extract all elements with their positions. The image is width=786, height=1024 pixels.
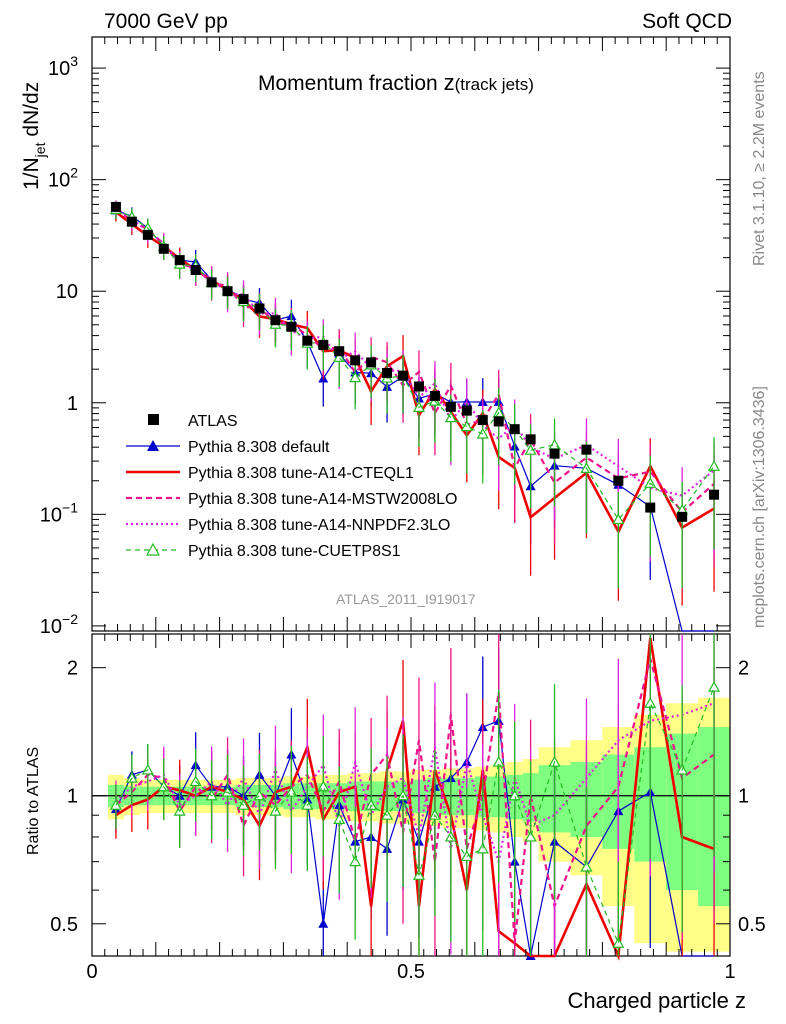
- x-tick-label: 0: [86, 961, 97, 983]
- data-point: [350, 355, 361, 366]
- mstw-line-upper: [115, 208, 715, 514]
- side-text-rivet: Rivet 3.1.10, ≥ 2.2M events: [751, 71, 768, 266]
- data-point: [709, 489, 720, 500]
- cuetp-point: [349, 855, 362, 867]
- y-tick-label: 0.5: [50, 914, 78, 936]
- data-point: [413, 381, 424, 392]
- cuetp-line-ratio: [115, 686, 715, 946]
- data-point: [206, 277, 217, 288]
- legend-marker-cuetp: [145, 542, 161, 556]
- cuetp-point: [580, 860, 593, 872]
- data-point: [382, 367, 393, 378]
- data-point: [302, 335, 313, 346]
- data-point: [190, 264, 201, 275]
- cteql1-line-upper: [115, 210, 715, 535]
- analysis-id: ATLAS_2011_I919017: [336, 591, 476, 607]
- y-tick-label: 10: [56, 281, 78, 303]
- data-point: [445, 401, 456, 412]
- legend-label: ATLAS: [188, 413, 238, 430]
- legend-label: Pythia 8.308 tune-A14-MSTW2008LO: [188, 491, 457, 508]
- data-point: [158, 243, 169, 254]
- upper-frame: [91, 36, 731, 632]
- ylabel-lower: Ratio to ATLAS: [25, 747, 42, 855]
- cuetp-point: [508, 789, 521, 801]
- legend-label: Pythia 8.308 tune-A14-CTEQL1: [188, 465, 414, 482]
- cuetp-point: [708, 680, 721, 692]
- data-point: [334, 346, 345, 357]
- y-tick-label: 10−1: [40, 499, 78, 526]
- y-tick-label: 1: [738, 786, 749, 808]
- data-point: [110, 201, 121, 212]
- chart-title: Momentum fraction z(track jets): [258, 70, 534, 95]
- x-tick-label: 0.5: [397, 961, 425, 983]
- data-point: [525, 434, 536, 445]
- y-tick-label: 2: [67, 658, 78, 680]
- cuetp-point: [317, 780, 330, 792]
- series-layer: [109, 200, 721, 962]
- cuetp-point: [333, 813, 346, 824]
- y-tick-label: 2: [738, 658, 749, 680]
- cuetp-point: [492, 755, 505, 767]
- data-point: [493, 416, 504, 427]
- cuetp-point: [612, 937, 625, 948]
- legend-label: Pythia 8.308 tune-A14-NNPDF2.3LO: [188, 517, 450, 534]
- data-point: [254, 303, 265, 314]
- data-point: [398, 370, 409, 381]
- y-tick-label: 103: [48, 53, 78, 80]
- data-point: [270, 315, 281, 326]
- data-point: [613, 475, 624, 486]
- cteql1-line-ratio: [115, 637, 715, 962]
- header-right: Soft QCD: [642, 10, 732, 33]
- data-point: [126, 216, 137, 227]
- data-point: [222, 286, 233, 297]
- legend-label: Pythia 8.308 tune-CUETP8S1: [188, 543, 401, 560]
- y-tick-label: 0.5: [738, 914, 766, 936]
- data-point: [318, 339, 329, 350]
- header-left: 7000 GeV pp: [104, 10, 228, 33]
- y-tick-label: 10−2: [40, 611, 78, 638]
- ylabel-upper: 1/Njet dN/dz: [20, 82, 48, 190]
- data-point: [581, 444, 592, 455]
- y-tick-label: 1: [67, 786, 78, 808]
- legend: ATLAS Pythia 8.308 default Pythia 8.308 tu…: [126, 413, 457, 560]
- data-point: [238, 294, 249, 305]
- data-point: [509, 424, 520, 435]
- x-tick-label: 1: [724, 961, 735, 983]
- data-point: [549, 448, 560, 459]
- cuetp-point: [708, 459, 721, 471]
- data-point: [286, 321, 297, 332]
- data-point: [429, 391, 440, 402]
- data-point: [645, 502, 656, 513]
- data-point: [677, 511, 688, 522]
- cuetp-point: [333, 351, 346, 362]
- data-point: [461, 405, 472, 416]
- data-point: [142, 229, 153, 240]
- y-tick-label: 1: [67, 393, 78, 415]
- legend-marker-data: [148, 414, 159, 425]
- cuetp-point: [349, 371, 362, 383]
- cuetp-point: [612, 513, 625, 525]
- cuetp-point: [524, 830, 537, 842]
- xlabel: Charged particle z: [567, 988, 746, 1013]
- nnpdf-line-ratio: [115, 702, 715, 866]
- data-point: [174, 255, 185, 266]
- y-tick-label: 102: [48, 165, 78, 192]
- legend-label: Pythia 8.308 default: [188, 439, 330, 456]
- side-text-mcplots: mcplots.cern.ch [arXiv:1306.3436]: [751, 386, 768, 628]
- data-point: [366, 357, 377, 368]
- data-point: [477, 415, 488, 426]
- legend-marker-default: [147, 440, 159, 451]
